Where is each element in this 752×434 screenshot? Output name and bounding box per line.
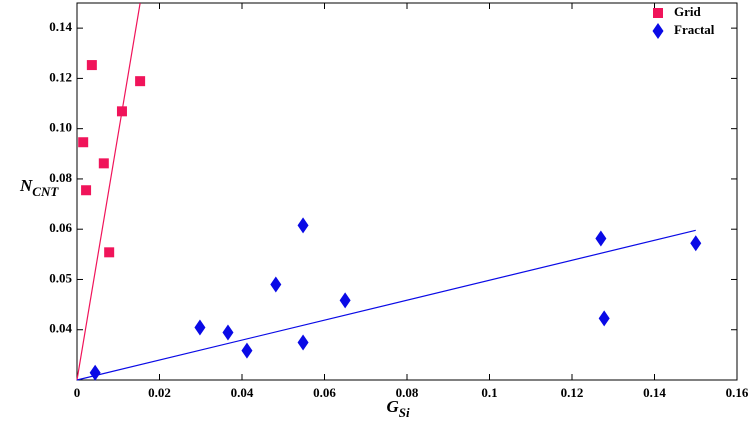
y-label-sub: CNT [32,184,59,199]
x-tick-label: 0.12 [561,385,584,400]
x-tick-label: 0.1 [481,385,497,400]
point [222,324,234,341]
x-axis-label: GSi [386,397,410,420]
fit-line [76,3,141,381]
y-tick-label: 0.04 [49,321,72,336]
point [104,247,115,258]
point [690,235,702,252]
point [86,60,97,71]
y-tick-label: 0.05 [49,270,72,285]
point [297,334,309,351]
x-tick-label: 0.02 [148,385,171,400]
x-tick-label: 0.14 [643,385,666,400]
x-label-sub: Si [399,405,410,420]
point [89,364,101,381]
x-label-main: G [386,397,399,416]
y-axis-label: NCNT [19,176,59,199]
point [241,342,253,359]
point [98,158,109,169]
point [598,310,610,327]
point [135,76,146,87]
y-tick-label: 0.12 [49,69,72,84]
y-tick-label: 0.06 [49,220,72,235]
y-tick-label: 0.08 [49,170,72,185]
x-tick-label: 0.16 [726,385,749,400]
x-tick-label: 0 [74,385,81,400]
point [78,137,89,148]
x-tick-label: 0.04 [231,385,254,400]
point [116,106,127,117]
point [270,276,282,293]
point [194,319,206,336]
y-label-main: N [19,176,33,195]
point [595,230,607,247]
point [297,217,309,234]
point [339,292,351,309]
y-tick-label: 0.10 [49,120,72,135]
y-tick-label: 0.14 [49,19,72,34]
x-tick-label: 0.06 [313,385,336,400]
legend-marker [653,8,663,18]
point [81,185,92,196]
legend-label: Grid [674,4,701,19]
legend-label: Fractal [674,22,715,37]
plot-frame [76,2,738,381]
x-tick-label: 0.08 [396,385,419,400]
fit-line [76,229,696,381]
legend-marker [652,23,664,39]
